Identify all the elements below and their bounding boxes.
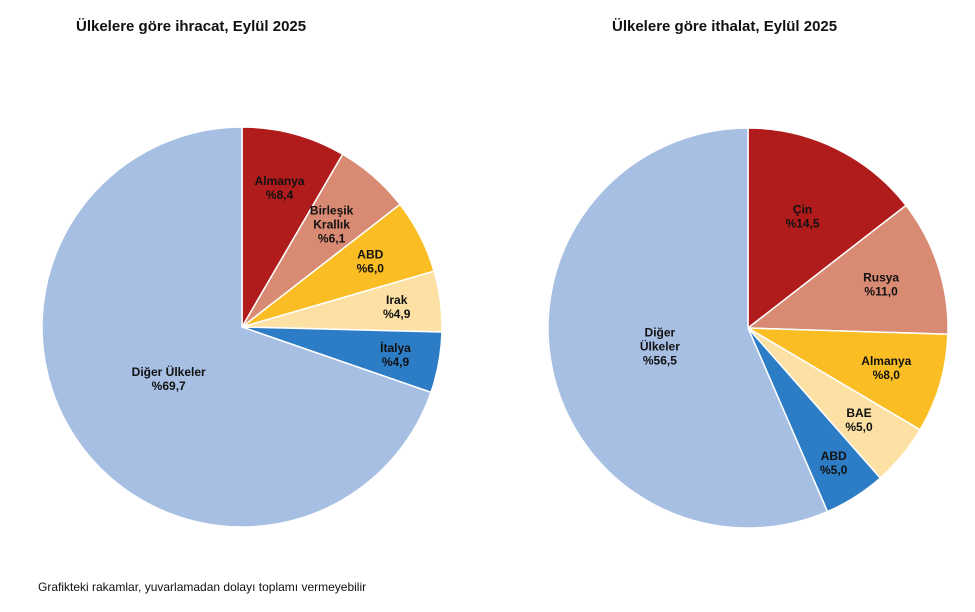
exports-slice-digerulkeler <box>41 126 432 528</box>
exports-name-irak: Irak <box>386 293 408 307</box>
exports-value-almanya: %8,4 <box>266 188 294 202</box>
exports-name-birlesik-krallik: Birleşik <box>310 204 354 218</box>
imports-label-diger-ulkeler: Diğer Ülkeler %56,5 <box>640 325 680 367</box>
imports-name-almanya: Almanya <box>861 354 911 368</box>
exports-value-abd: %6,0 <box>357 262 385 276</box>
imports-name-diger-ulkeler: Diğer <box>645 325 676 339</box>
exports-value-irak: %4,9 <box>383 307 411 321</box>
imports-chart-title: Ülkelere göre ithalat, Eylül 2025 <box>612 18 838 35</box>
exports-name-italya: İtalya <box>380 340 411 355</box>
exports-value-birlesik-krallik: %6,1 <box>318 232 346 246</box>
imports-value-rusya: %11,0 <box>864 285 898 299</box>
footnote: Grafikteki rakamlar, yuvarlamadan dolayı… <box>38 580 367 594</box>
exports-name-abd: ABD <box>357 248 383 262</box>
imports-label-abd: ABD %5,0 <box>820 449 848 477</box>
imports-slice-rusya <box>745 204 949 336</box>
imports-label-almanya: Almanya %8,0 <box>861 354 911 382</box>
imports-slice-diger-ulkeler <box>547 127 829 529</box>
exports-name-birlesik-krallik: Krallık <box>313 218 350 232</box>
exports-slice-almanya <box>241 126 344 330</box>
imports-label-bae: BAE %5,0 <box>845 406 873 434</box>
exports-label-birlesik-krallik: Birleşik Krallık %6,1 <box>310 204 354 246</box>
exports-label-abd: ABD %6,0 <box>357 248 385 276</box>
imports-name-cin: Çin <box>793 203 812 217</box>
exports-name-digerulkeler: Diğer Ülkeler <box>132 364 206 379</box>
imports-label-rusya: Rusya %11,0 <box>863 271 899 299</box>
imports-name-abd: ABD <box>821 449 847 463</box>
imports-value-bae: %5,0 <box>845 420 873 434</box>
imports-value-abd: %5,0 <box>820 463 848 477</box>
imports-name-diger-ulkeler: Ülkeler <box>640 338 680 353</box>
exports-label-irak: Irak %4,9 <box>383 293 411 321</box>
exports-value-digerulkeler: %69,7 <box>152 379 186 393</box>
exports-value-italya: %4,9 <box>382 355 410 369</box>
imports-name-rusya: Rusya <box>863 271 899 285</box>
exports-name-almanya: Almanya <box>255 174 305 188</box>
imports-value-diger-ulkeler: %56,5 <box>643 353 677 367</box>
exports-label-digerulkeler: Diğer Ülkeler %69,7 <box>132 364 206 393</box>
imports-slice-cin <box>747 127 908 330</box>
exports-chart-title: Ülkelere göre ihracat, Eylül 2025 <box>76 18 307 35</box>
imports-value-cin: %14,5 <box>786 217 820 231</box>
exports-label-italya: İtalya %4,9 <box>380 340 411 369</box>
imports-value-almanya: %8,0 <box>873 368 901 382</box>
imports-label-cin: Çin %14,5 <box>786 203 820 231</box>
imports-name-bae: BAE <box>846 406 871 420</box>
imports-slice-almanya <box>747 327 949 431</box>
exports-label-almanya: Almanya %8,4 <box>255 174 305 202</box>
